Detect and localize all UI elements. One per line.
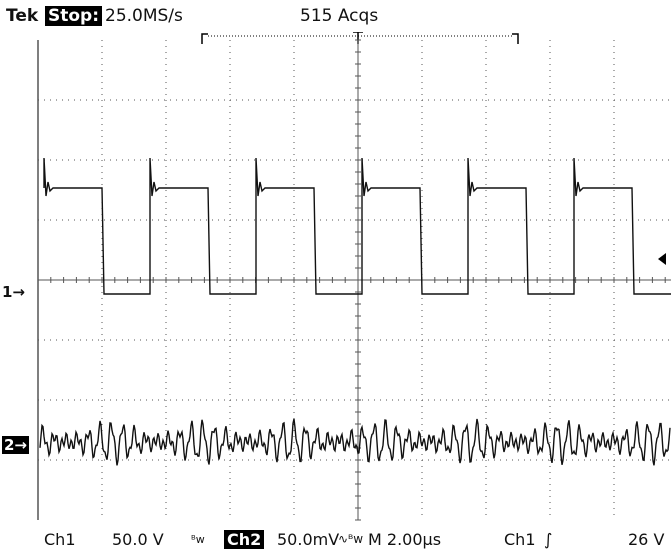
ch1-label[interactable]: Ch1 <box>44 530 76 549</box>
ch1-bandwidth-icon: ᴮᴡ <box>191 533 205 546</box>
status-footer: Ch1 50.0 V ᴮᴡ Ch2 50.0mV ∿ᴮᴡ M 2.00µs Ch… <box>0 528 671 550</box>
trigger-level: 26 V <box>628 530 664 549</box>
ch1-scale: 50.0 V <box>112 530 164 549</box>
trigger-slope-icon: ∫ <box>544 530 552 549</box>
ch2-label[interactable]: Ch2 <box>224 530 264 549</box>
ch2-scale: 50.0mV <box>277 530 339 549</box>
trigger-source: Ch1 <box>504 530 536 549</box>
ch1-ground-marker[interactable]: 1→ <box>2 283 25 301</box>
ch2-waveform-trace <box>40 419 670 466</box>
ch2-bandwidth-icon: ∿ᴮᴡ <box>338 532 363 546</box>
timebase-readout: M 2.00µs <box>368 530 441 549</box>
trigger-level-arrow-icon[interactable] <box>658 253 666 265</box>
ch2-ground-marker[interactable]: 2→ <box>2 436 29 454</box>
